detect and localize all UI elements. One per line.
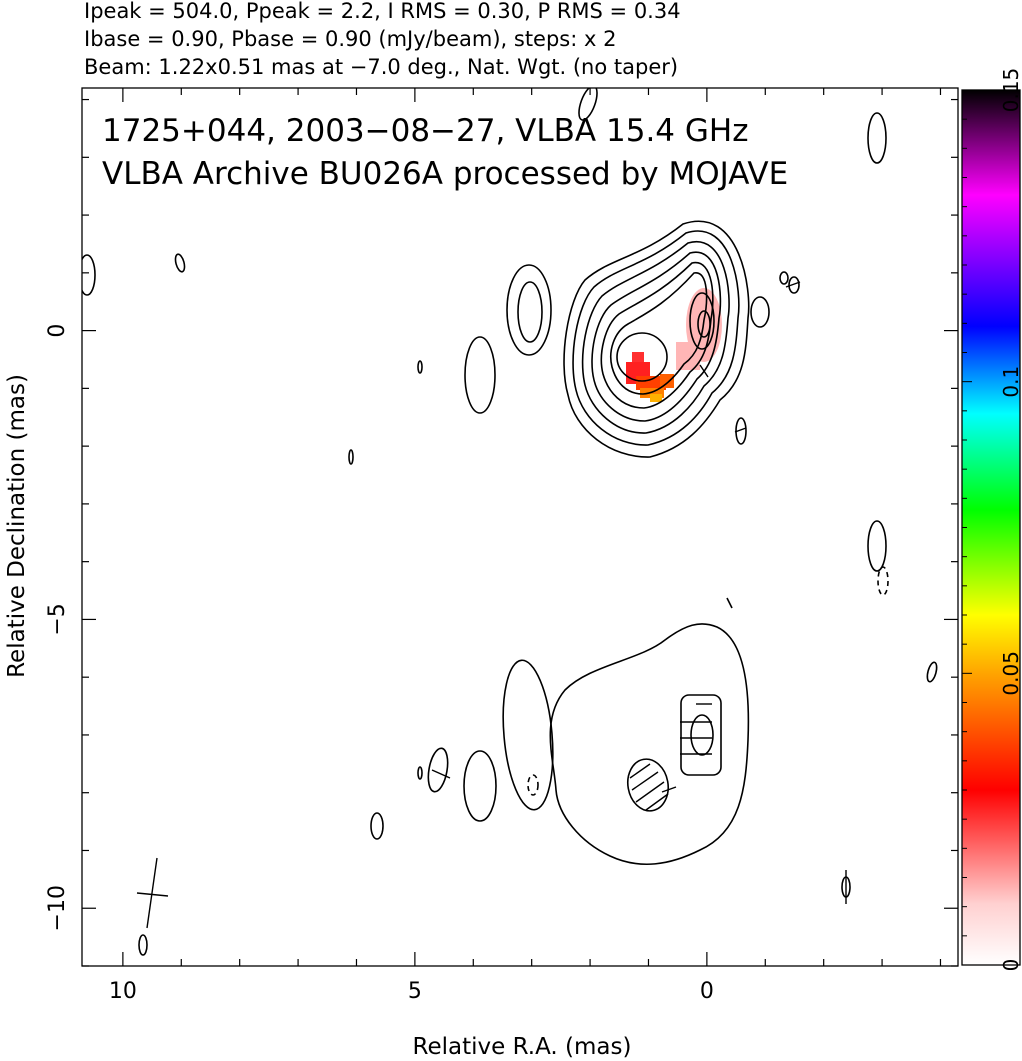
main-source-contours xyxy=(563,220,750,458)
colorbar-tick-label: 0.05 xyxy=(999,651,1022,696)
y-axis-ticks: 0 −5 −10 xyxy=(45,98,958,967)
colorbar-ticks: 0 0.05 0.1 0.15 xyxy=(962,68,1022,972)
x-axis-label: Relative R.A. (mas) xyxy=(413,1034,632,1060)
plot-annotation-line-2: VLBA Archive BU026A processed by MOJAVE xyxy=(102,156,788,192)
map-content: 1725+044, 2003−08−27, VLBA 15.4 GHz VLBA… xyxy=(82,88,938,956)
colorbar-tick-label: 0.1 xyxy=(999,366,1022,398)
beam-cross xyxy=(136,857,169,929)
y-tick-label: 0 xyxy=(45,324,70,338)
header-line-1: Ipeak = 504.0, Ppeak = 2.2, I RMS = 0.30… xyxy=(84,0,681,23)
colorbar-tick-label: 0.15 xyxy=(999,68,1022,113)
header-line-2: Ibase = 0.90, Pbase = 0.90 (mJy/beam), s… xyxy=(84,27,616,51)
plot-frame xyxy=(81,87,959,967)
y-tick-label: −10 xyxy=(45,885,70,931)
header-line-3: Beam: 1.22x0.51 mas at −7.0 deg., Nat. W… xyxy=(84,55,678,79)
polarization-vectors xyxy=(431,281,847,904)
colorbar: 0 0.05 0.1 0.15 xyxy=(961,68,1022,972)
x-tick-label: 5 xyxy=(408,979,422,1004)
y-tick-label: −5 xyxy=(45,603,70,635)
noise-contours xyxy=(82,88,938,956)
y-axis-label: Relative Declination (mas) xyxy=(4,374,30,678)
plot-annotation-line-1: 1725+044, 2003−08−27, VLBA 15.4 GHz xyxy=(102,113,748,149)
x-tick-label: 0 xyxy=(700,979,714,1004)
x-axis-ticks: 10 5 0 xyxy=(109,88,942,1004)
lower-feature-contours xyxy=(549,623,750,866)
colorbar-gradient xyxy=(962,90,1020,965)
x-tick-label: 10 xyxy=(109,979,137,1004)
colorbar-tick-label: 0 xyxy=(999,959,1022,972)
